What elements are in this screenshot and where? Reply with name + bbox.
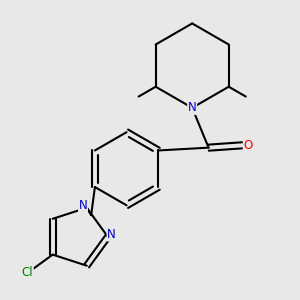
- Text: N: N: [188, 101, 197, 114]
- Text: O: O: [243, 139, 253, 152]
- Text: N: N: [107, 228, 116, 241]
- Text: N: N: [79, 199, 87, 212]
- Text: Cl: Cl: [22, 266, 33, 279]
